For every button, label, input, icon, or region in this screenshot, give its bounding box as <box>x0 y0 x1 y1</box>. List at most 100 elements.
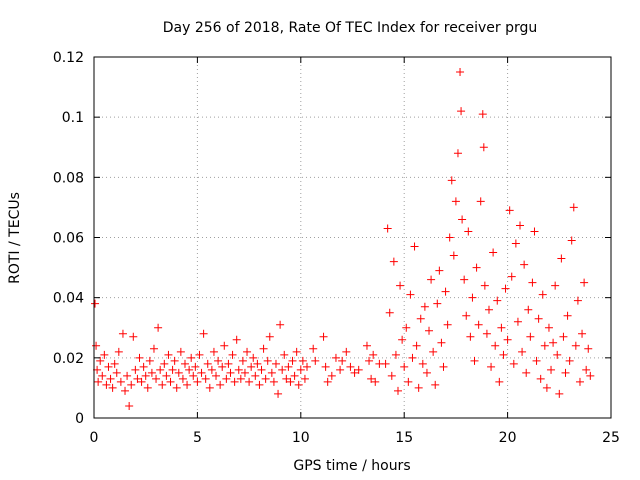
data-point <box>191 362 200 371</box>
data-point <box>497 323 506 332</box>
data-point <box>489 248 498 257</box>
data-point <box>457 107 466 116</box>
data-point <box>232 335 241 344</box>
data-point <box>321 362 330 371</box>
data-point <box>104 362 113 371</box>
data-point <box>555 389 564 398</box>
y-axis-label: ROTI / TECUs <box>7 192 23 284</box>
chart-title: Day 256 of 2018, Rate Of TEC Index for r… <box>163 20 538 36</box>
data-point <box>522 368 531 377</box>
data-point <box>131 365 140 374</box>
data-point <box>416 314 425 323</box>
data-point <box>143 383 152 392</box>
data-point <box>567 236 576 245</box>
data-point <box>507 272 516 281</box>
data-point <box>139 362 148 371</box>
data-point <box>336 365 345 374</box>
y-tick-label: 0.08 <box>53 170 84 186</box>
data-point <box>116 377 125 386</box>
data-point <box>553 350 562 359</box>
data-point <box>228 350 237 359</box>
data-point <box>123 371 132 380</box>
gridlines <box>94 57 611 418</box>
data-point <box>160 359 169 368</box>
data-point <box>166 377 175 386</box>
data-point <box>487 362 496 371</box>
data-point <box>425 326 434 335</box>
data-point <box>466 332 475 341</box>
data-point <box>265 332 274 341</box>
data-point <box>247 362 256 371</box>
data-point <box>300 374 309 383</box>
data-point <box>571 341 580 350</box>
data-point <box>453 149 462 158</box>
data-point <box>257 365 266 374</box>
data-point <box>561 368 570 377</box>
data-point <box>135 353 144 362</box>
data-point <box>226 368 235 377</box>
data-point <box>479 143 488 152</box>
data-point <box>342 347 351 356</box>
data-point <box>311 356 320 365</box>
data-point <box>278 365 287 374</box>
data-point <box>309 344 318 353</box>
data-point <box>431 380 440 389</box>
data-point <box>447 176 456 185</box>
data-point <box>102 380 111 389</box>
data-point <box>168 365 177 374</box>
data-point <box>185 365 194 374</box>
data-point <box>404 377 413 386</box>
data-point <box>263 356 272 365</box>
data-point <box>218 362 227 371</box>
data-point <box>493 296 502 305</box>
data-point <box>362 341 371 350</box>
data-point <box>532 356 541 365</box>
data-point <box>286 377 295 386</box>
data-point <box>172 383 181 392</box>
data-point <box>468 293 477 302</box>
data-point <box>584 344 593 353</box>
data-point <box>354 365 363 374</box>
data-point <box>220 341 229 350</box>
data-point <box>474 320 483 329</box>
data-point <box>540 341 549 350</box>
data-point <box>174 368 183 377</box>
data-point <box>501 284 510 293</box>
data-point <box>201 374 210 383</box>
data-point <box>445 233 454 242</box>
data-point <box>408 353 417 362</box>
data-point <box>569 203 578 212</box>
y-axis: 0 0.02 0.04 0.06 0.08 0.1 0.12 <box>53 50 611 427</box>
x-tick-label: 25 <box>602 430 620 446</box>
data-point <box>350 368 359 377</box>
data-point <box>230 377 239 386</box>
data-point <box>199 329 208 338</box>
data-point <box>460 275 469 284</box>
data-point <box>393 386 402 395</box>
y-tick-label: 0 <box>75 411 84 427</box>
x-tick-label: 15 <box>395 430 413 446</box>
data-point <box>582 365 591 374</box>
data-point <box>513 317 522 326</box>
data-point <box>443 320 452 329</box>
data-point <box>189 371 198 380</box>
data-point <box>156 365 165 374</box>
data-point <box>149 344 158 353</box>
data-point <box>528 278 537 287</box>
data-point <box>398 335 407 344</box>
data-point <box>435 266 444 275</box>
data-point <box>92 341 101 350</box>
data-point <box>406 290 415 299</box>
data-point <box>267 368 276 377</box>
data-point <box>542 383 551 392</box>
data-point <box>212 371 221 380</box>
y-tick-label: 0.12 <box>53 50 84 66</box>
data-point <box>396 281 405 290</box>
data-point <box>240 368 249 377</box>
data-point <box>549 338 558 347</box>
data-point <box>288 356 297 365</box>
data-point <box>114 347 123 356</box>
data-point <box>495 377 504 386</box>
data-point <box>129 332 138 341</box>
data-point <box>209 347 218 356</box>
